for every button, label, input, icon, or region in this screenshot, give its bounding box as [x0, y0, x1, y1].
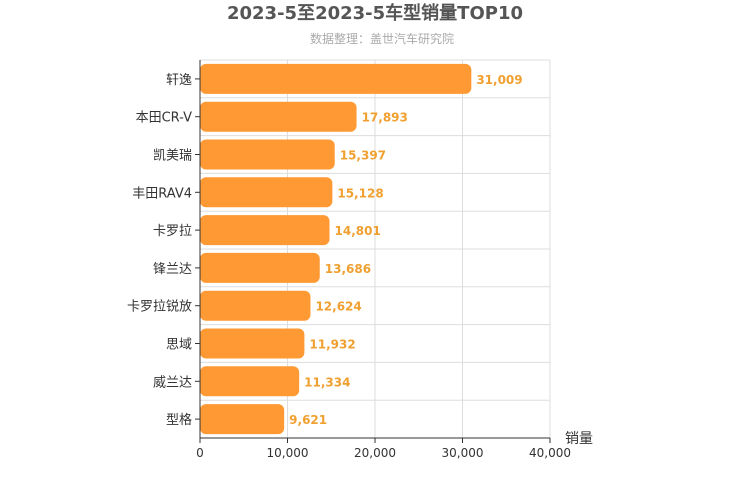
category-label: 锋兰达	[153, 262, 192, 277]
bar	[200, 290, 311, 321]
bar	[200, 177, 333, 208]
value-label: 12,624	[315, 300, 361, 314]
value-label: 13,686	[325, 262, 371, 276]
value-label: 31,009	[476, 73, 522, 87]
value-label: 15,397	[340, 149, 386, 163]
bar	[200, 366, 300, 397]
chart-subtitle: 数据整理：盖世汽车研究院	[310, 31, 454, 46]
x-tick-label: 40,000	[529, 446, 571, 460]
category-label: 型格	[166, 412, 192, 428]
bar	[200, 252, 320, 283]
x-tick-label: 0	[196, 446, 204, 460]
grid-lines	[200, 59, 551, 439]
category-label: 卡罗拉	[153, 224, 192, 239]
bar	[200, 404, 285, 435]
category-label: 思域	[166, 338, 192, 353]
value-label: 17,893	[362, 111, 408, 125]
category-label: 凯美瑞	[153, 149, 192, 164]
bars: 31,009 17,893 15,397 15,128 14,801 13,686 12,6…	[200, 63, 523, 435]
category-label: 本田CR-V	[136, 111, 193, 126]
category-label: 轩逸	[166, 73, 192, 88]
x-tick-label: 20,000	[354, 446, 396, 460]
x-tick-label: 10,000	[267, 446, 309, 460]
value-label: 9,621	[289, 413, 327, 427]
chart-title: 2023-5至2023-5车型销量TOP10	[227, 2, 523, 24]
bar	[200, 63, 472, 94]
x-axis-title: 销量	[565, 431, 593, 447]
bar	[200, 101, 357, 132]
category-label: 威兰达	[153, 375, 192, 390]
x-tick-label: 30,000	[442, 446, 484, 460]
value-label: 15,128	[337, 186, 383, 200]
value-label: 11,334	[304, 375, 350, 389]
bar	[200, 139, 335, 170]
bar	[200, 328, 305, 359]
category-label: 丰田RAV4	[132, 186, 192, 201]
value-label: 14,801	[335, 224, 381, 238]
bar	[200, 215, 330, 246]
category-label: 卡罗拉锐放	[127, 300, 192, 315]
value-label: 11,932	[309, 338, 355, 352]
